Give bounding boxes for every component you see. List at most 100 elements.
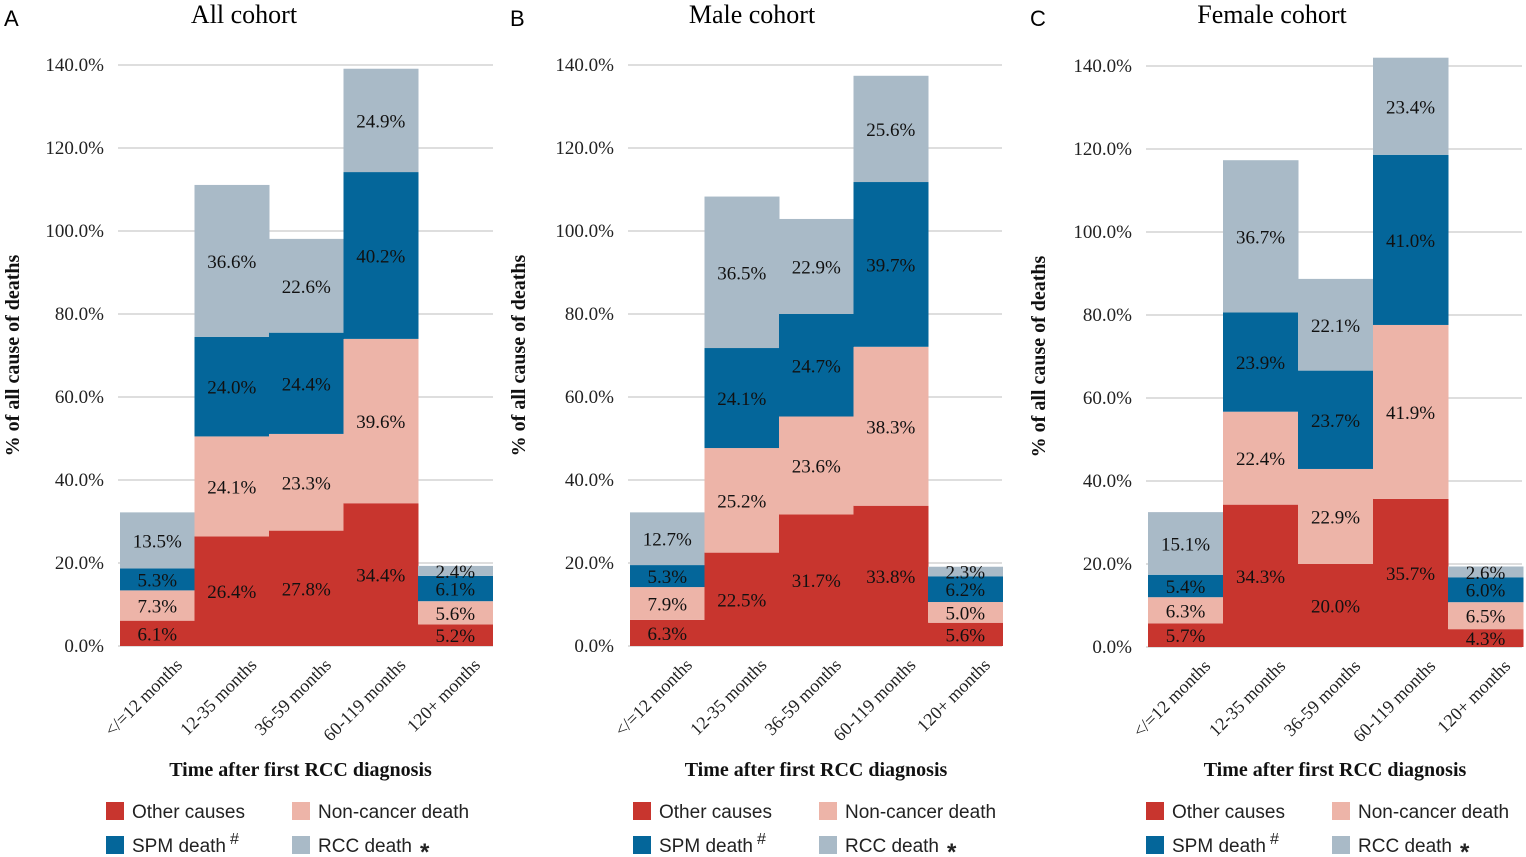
legend-swatch-spm [1146,836,1164,854]
panel-letter: C [1030,6,1046,31]
bar-segment-non_cancer [630,587,705,620]
data-label: 36.6% [207,252,256,273]
bar-segment-spm [120,568,195,591]
bar-segment-rcc [194,184,270,337]
hash-marker: # [230,831,239,848]
panel-a: A All cohort 0.0% 20.0% 40.0% 60.0% 80.0% 100.0… [2,0,493,857]
legend-label: Other causes [132,802,245,823]
data-label: 22.5% [717,590,766,611]
data-label: 33.8% [866,567,915,588]
bar-segment-non_cancer [704,448,780,553]
data-label: 24.4% [282,374,331,395]
data-label: 26.4% [207,582,256,603]
bar-segment-non_cancer [269,433,344,531]
x-tick-label: 12-35 months [176,655,261,740]
bar-segment-non_cancer [418,601,493,625]
legend-label: Other causes [659,802,772,823]
bar-segment-non_cancer [1373,324,1449,499]
legend-label: Non-cancer death [845,802,996,823]
y-tick-label: 120.0% [1073,139,1132,160]
bar-segment-rcc [630,512,705,566]
bar-segment-other_causes [1448,629,1524,647]
bar-segment-other_causes [779,514,854,646]
bar-segment-other_causes [630,619,705,646]
data-label: 22.1% [1311,316,1360,337]
hash-marker: # [757,831,766,848]
data-label: 25.6% [866,120,915,141]
bar-segment-rcc [120,512,195,569]
bar-segment-rcc [1298,278,1374,371]
bar-segment-rcc [1148,512,1224,575]
bar-segment-other_causes [1298,564,1374,647]
data-label: 27.8% [282,579,331,600]
y-tick-label: 40.0% [1083,471,1132,492]
bar-segment-spm [194,336,270,437]
asterisk-marker: * [947,839,957,857]
y-tick-label: 80.0% [55,304,104,325]
asterisk-marker: * [1460,839,1470,857]
bar-segment-spm [1148,574,1224,598]
bar-segment-other_causes [853,505,929,646]
legend-swatch-rcc [292,836,310,854]
bar-segment-spm [418,575,493,602]
bar-segment-spm [630,565,705,588]
data-label: 41.9% [1386,403,1435,424]
bar-segment-other_causes [704,552,780,646]
data-label: 6.0% [1466,581,1506,602]
bar-segment-rcc [269,238,344,333]
panel-c: C Female cohort 0.0% 20.0% 40.0% 60.0% 80.0% 10… [1028,0,1524,857]
x-tick-label: 36-59 months [1280,656,1365,741]
y-tick-label: 40.0% [565,470,614,491]
data-label: 41.0% [1386,231,1435,252]
bar-segment-non_cancer [1298,468,1374,564]
bar-segment-other_causes [928,622,1003,646]
y-tick-label: 140.0% [45,55,104,76]
bar-segment-spm [269,332,344,434]
data-label: 22.4% [1236,449,1285,470]
data-label: 24.7% [792,356,841,377]
data-label: 6.1% [137,624,177,645]
data-label: 20.0% [1311,597,1360,618]
y-tick-label: 100.0% [1073,222,1132,243]
bar-segment-rcc [343,68,419,173]
data-label: 38.3% [866,417,915,438]
data-label: 6.2% [945,580,985,601]
data-label: 34.3% [1236,567,1285,588]
data-label: 40.2% [356,246,405,267]
bar-segment-other_causes [418,624,493,646]
legend-label: RCC death [318,836,412,857]
data-label: 24.1% [717,389,766,410]
y-tick-label: 0.0% [64,636,104,657]
data-label: 24.9% [356,111,405,132]
x-tick-label: </=12 months [1129,656,1214,741]
legend-swatch-non_cancer [292,802,310,820]
data-label: 34.4% [356,566,405,587]
data-label: 6.5% [1466,607,1506,628]
x-axis-title: Time after first RCC diagnosis [1204,759,1467,781]
bar-segment-spm [1373,154,1449,325]
data-label: 22.6% [282,277,331,298]
data-label: 36.7% [1236,227,1285,248]
data-label: 6.3% [1166,601,1206,622]
y-tick-label: 0.0% [574,636,614,657]
bar-segment-non_cancer [343,338,419,504]
bar-segment-spm [853,182,929,347]
legend-swatch-non_cancer [1332,802,1350,820]
bar-segment-rcc [418,565,493,576]
x-tick-label: </=12 months [611,655,696,740]
bar-segment-non_cancer [1148,597,1224,624]
data-label: 39.7% [866,255,915,276]
x-tick-label: 120+ months [403,655,484,736]
legend-swatch-non_cancer [819,802,837,820]
bar-segment-spm [343,172,419,339]
y-tick-label: 100.0% [45,221,104,242]
bar-segment-rcc [1223,160,1299,313]
data-label: 13.5% [133,531,182,552]
data-label: 39.6% [356,412,405,433]
bar-segment-non_cancer [779,416,854,515]
legend-label: Other causes [1172,802,1285,823]
x-tick-label: </=12 months [101,655,186,740]
data-label: 5.0% [945,603,985,624]
panel-letter: A [4,6,19,31]
y-tick-label: 80.0% [1083,305,1132,326]
